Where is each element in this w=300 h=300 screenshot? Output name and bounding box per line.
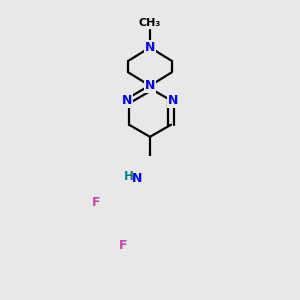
Text: N: N — [145, 41, 155, 54]
Text: N: N — [122, 94, 132, 107]
Text: CH₃: CH₃ — [139, 17, 161, 28]
Text: N: N — [168, 94, 178, 107]
Text: H: H — [124, 170, 134, 183]
Text: F: F — [92, 196, 100, 209]
Text: F: F — [119, 239, 128, 252]
Text: N: N — [132, 172, 142, 185]
Text: N: N — [145, 79, 155, 92]
